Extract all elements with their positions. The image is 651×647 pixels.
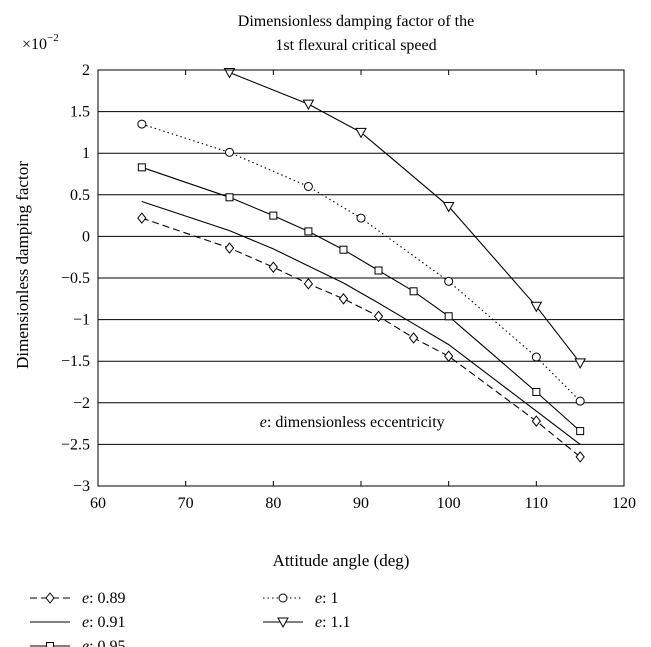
series-3 xyxy=(137,163,585,436)
legend-label: e: 0.91 xyxy=(82,614,126,631)
x-tick-label: 110 xyxy=(525,495,548,512)
data-point-triangle xyxy=(223,67,236,79)
x-tick-label: 100 xyxy=(437,495,461,512)
data-point-circle xyxy=(575,396,585,406)
series-line xyxy=(141,123,581,402)
data-point-diamond xyxy=(303,278,314,290)
annotation-eccentricity: e: dimensionless eccentricity xyxy=(260,414,445,431)
axis-ticks xyxy=(97,70,625,486)
data-point-square xyxy=(269,211,278,220)
data-point-diamond xyxy=(575,451,585,463)
legend: e: 0.89 e: 0.91 e: 0.95 e: 1 e: 1.1 xyxy=(30,590,351,647)
data-point-diamond xyxy=(45,592,55,604)
data-point-circle xyxy=(137,119,147,129)
data-point-square xyxy=(225,193,234,202)
series-2 xyxy=(141,200,581,445)
legend-item: e: 0.89 xyxy=(30,590,126,607)
y-tick-labels: −3 −2.5 −2 −1.5 −1 −0.5 0 0.5 1 1.5 2 xyxy=(61,62,90,495)
series-line xyxy=(141,200,581,445)
x-tick-label: 90 xyxy=(353,495,369,512)
data-point-square xyxy=(339,245,348,254)
y-tick-label: 2 xyxy=(82,62,90,79)
y-axis-multiplier: ×10−2 xyxy=(22,32,59,53)
y-tick-label: −2 xyxy=(73,395,90,412)
series-line xyxy=(141,217,581,458)
legend-item: e: 1 xyxy=(263,590,339,607)
legend-item: e: 1.1 xyxy=(263,614,351,631)
data-point-diamond xyxy=(444,350,454,363)
data-point-triangle xyxy=(574,358,587,369)
x-axis-label: Attitude angle (deg) xyxy=(273,551,410,570)
data-point-circle xyxy=(356,213,366,223)
x-tick-label: 60 xyxy=(90,495,106,512)
data-point-square xyxy=(576,427,585,436)
x-tick-labels: 60 70 80 90 100 110 120 xyxy=(90,495,636,512)
series-line xyxy=(141,166,581,432)
data-point-diamond xyxy=(408,332,419,344)
data-point-diamond xyxy=(268,261,278,273)
plot-series xyxy=(137,67,587,463)
data-point-circle xyxy=(531,352,541,362)
x-tick-label: 120 xyxy=(612,495,636,512)
legend-item: e: 0.91 xyxy=(30,614,126,631)
y-tick-label: −1 xyxy=(73,312,90,329)
data-point-diamond xyxy=(137,212,147,224)
data-point-circle xyxy=(225,147,234,157)
chart-title-line-1: Dimensionless damping factor of the xyxy=(238,13,474,30)
data-point-square xyxy=(304,227,313,236)
y-tick-label: 1.5 xyxy=(70,104,90,121)
legend-label: e: 1 xyxy=(315,590,339,607)
series-5 xyxy=(223,67,587,369)
x-tick-label: 70 xyxy=(178,495,194,512)
y-tick-label: 0.5 xyxy=(70,187,90,204)
data-point-square xyxy=(409,287,418,296)
data-point-circle xyxy=(303,181,313,191)
data-point-triangle xyxy=(442,201,455,213)
y-tick-label: 0 xyxy=(82,228,90,245)
chart-title-line-2: 1st flexural critical speed xyxy=(275,37,436,54)
data-point-triangle xyxy=(355,127,367,139)
data-point-diamond xyxy=(373,310,384,323)
series-4 xyxy=(137,119,585,406)
data-point-square xyxy=(137,163,146,172)
data-point-triangle xyxy=(302,99,315,111)
legend-label: e: 1.1 xyxy=(315,614,351,631)
y-tick-label: −2.5 xyxy=(61,436,90,453)
data-point-diamond xyxy=(338,292,349,305)
legend-label: e: 0.95 xyxy=(82,638,126,647)
y-tick-label: 1 xyxy=(82,145,90,162)
data-point-square xyxy=(532,387,541,396)
data-point-square xyxy=(374,266,383,275)
series-1 xyxy=(137,212,585,463)
data-point-triangle xyxy=(277,617,289,629)
legend-item: e: 0.95 xyxy=(30,638,126,647)
y-tick-label: −0.5 xyxy=(61,270,90,287)
data-point-diamond xyxy=(531,415,541,427)
data-point-triangle xyxy=(530,301,543,313)
legend-label: e: 0.89 xyxy=(82,590,126,607)
data-point-square xyxy=(444,312,453,321)
y-tick-label: −1.5 xyxy=(61,353,90,370)
chart-title: Dimensionless damping factor of the 1st … xyxy=(238,13,474,54)
y-tick-label: −3 xyxy=(73,478,90,495)
data-point-circle xyxy=(444,276,454,286)
series-line xyxy=(229,71,581,364)
y-axis-label: Dimensionless damping factor xyxy=(13,161,32,369)
x-tick-label: 80 xyxy=(265,495,281,512)
data-point-circle xyxy=(278,593,288,603)
data-point-square xyxy=(46,642,54,647)
data-point-diamond xyxy=(224,242,235,254)
